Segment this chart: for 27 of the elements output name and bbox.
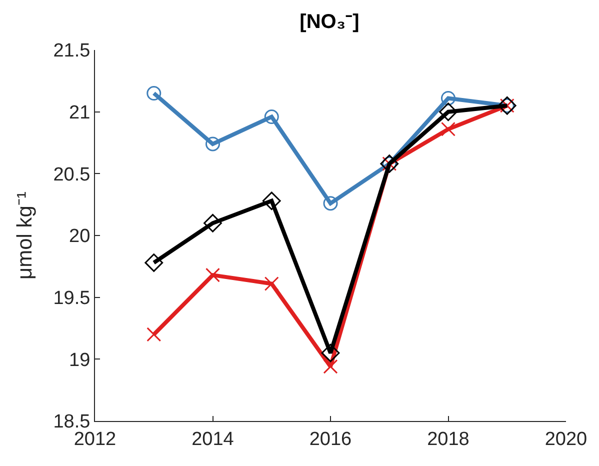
point — [144, 254, 164, 272]
point — [206, 136, 220, 152]
y-axis-title: μmol kg⁻¹ — [13, 192, 36, 280]
point — [441, 90, 456, 106]
chart-title: [NO₃⁻] — [300, 10, 360, 33]
point — [323, 196, 338, 211]
x-tick-label: 2018 — [427, 428, 470, 450]
y-tick-label: 19 — [69, 350, 90, 371]
point — [264, 110, 279, 124]
y-tick-label: 21 — [69, 102, 90, 124]
point — [262, 192, 281, 210]
point — [204, 214, 222, 232]
y-tick-label: 21.5 — [53, 40, 90, 62]
x-tick-label: 2020 — [544, 428, 588, 450]
point — [206, 268, 220, 282]
y-tick-label: 20.5 — [53, 164, 90, 186]
point — [323, 359, 338, 374]
point — [146, 327, 162, 342]
point — [264, 276, 279, 291]
point — [321, 344, 340, 362]
point — [441, 122, 456, 136]
x-tick-label: 2016 — [309, 428, 352, 450]
point — [146, 86, 162, 101]
point — [439, 102, 458, 122]
x-tick-label: 2014 — [192, 428, 234, 450]
y-tick-label: 20 — [69, 226, 90, 248]
y-tick-label: 19.5 — [53, 288, 90, 309]
